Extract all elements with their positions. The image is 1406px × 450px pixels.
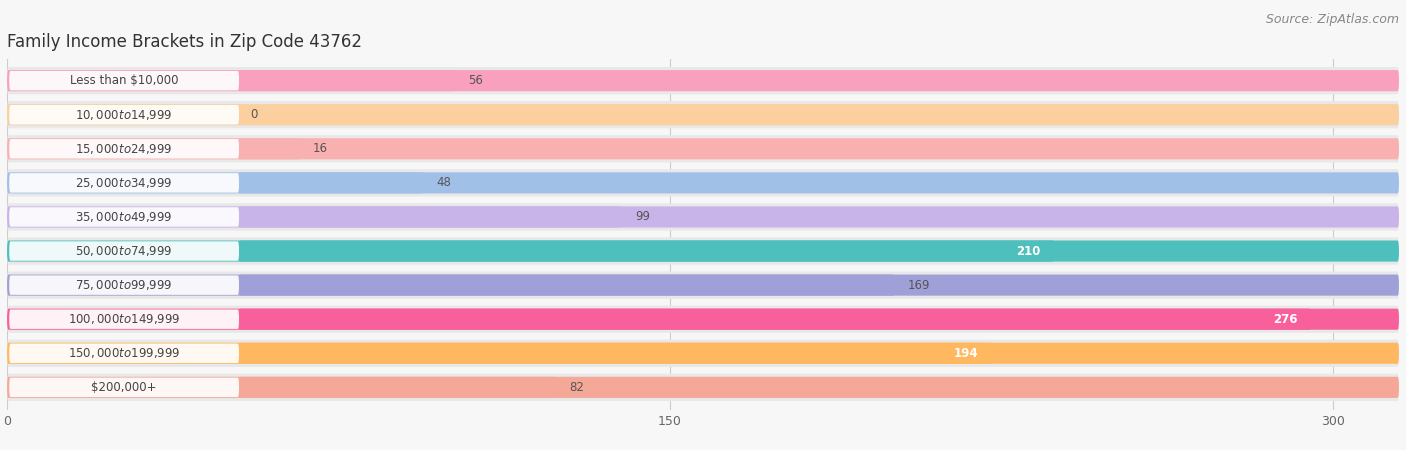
Text: Less than $10,000: Less than $10,000 xyxy=(70,74,179,87)
FancyBboxPatch shape xyxy=(239,309,1310,330)
Text: 99: 99 xyxy=(636,211,650,224)
Text: $100,000 to $149,999: $100,000 to $149,999 xyxy=(67,312,180,326)
FancyBboxPatch shape xyxy=(10,378,239,397)
FancyBboxPatch shape xyxy=(7,169,1399,197)
FancyBboxPatch shape xyxy=(7,207,1399,228)
FancyBboxPatch shape xyxy=(7,306,1399,333)
Text: 194: 194 xyxy=(953,347,979,360)
Text: 48: 48 xyxy=(437,176,451,189)
Text: 82: 82 xyxy=(569,381,583,394)
Text: $200,000+: $200,000+ xyxy=(91,381,157,394)
Text: 56: 56 xyxy=(468,74,482,87)
FancyBboxPatch shape xyxy=(7,343,1399,364)
Text: $75,000 to $99,999: $75,000 to $99,999 xyxy=(76,278,173,292)
Text: 276: 276 xyxy=(1272,313,1298,326)
FancyBboxPatch shape xyxy=(10,139,239,158)
FancyBboxPatch shape xyxy=(7,138,1399,159)
FancyBboxPatch shape xyxy=(7,70,1399,91)
FancyBboxPatch shape xyxy=(7,271,1399,299)
Text: $15,000 to $24,999: $15,000 to $24,999 xyxy=(76,142,173,156)
FancyBboxPatch shape xyxy=(7,203,1399,230)
Text: 169: 169 xyxy=(907,279,929,292)
FancyBboxPatch shape xyxy=(7,101,1399,128)
FancyBboxPatch shape xyxy=(239,207,621,228)
FancyBboxPatch shape xyxy=(10,241,239,261)
Text: $25,000 to $34,999: $25,000 to $34,999 xyxy=(76,176,173,190)
FancyBboxPatch shape xyxy=(7,274,1399,296)
FancyBboxPatch shape xyxy=(10,310,239,329)
FancyBboxPatch shape xyxy=(7,309,1399,330)
Text: 210: 210 xyxy=(1017,244,1040,257)
FancyBboxPatch shape xyxy=(7,172,1399,194)
FancyBboxPatch shape xyxy=(10,173,239,193)
FancyBboxPatch shape xyxy=(7,240,1399,261)
FancyBboxPatch shape xyxy=(239,240,1054,261)
FancyBboxPatch shape xyxy=(7,135,1399,162)
Text: $10,000 to $14,999: $10,000 to $14,999 xyxy=(76,108,173,122)
FancyBboxPatch shape xyxy=(10,275,239,295)
FancyBboxPatch shape xyxy=(239,70,454,91)
FancyBboxPatch shape xyxy=(10,207,239,227)
Text: 0: 0 xyxy=(250,108,257,121)
FancyBboxPatch shape xyxy=(239,138,299,159)
Text: Family Income Brackets in Zip Code 43762: Family Income Brackets in Zip Code 43762 xyxy=(7,33,361,51)
FancyBboxPatch shape xyxy=(7,67,1399,94)
FancyBboxPatch shape xyxy=(7,374,1399,401)
Text: 16: 16 xyxy=(312,142,328,155)
FancyBboxPatch shape xyxy=(7,377,1399,398)
FancyBboxPatch shape xyxy=(239,172,423,194)
Text: $50,000 to $74,999: $50,000 to $74,999 xyxy=(76,244,173,258)
FancyBboxPatch shape xyxy=(10,105,239,125)
FancyBboxPatch shape xyxy=(239,377,555,398)
Text: $35,000 to $49,999: $35,000 to $49,999 xyxy=(76,210,173,224)
FancyBboxPatch shape xyxy=(7,104,1399,125)
Text: Source: ZipAtlas.com: Source: ZipAtlas.com xyxy=(1265,14,1399,27)
FancyBboxPatch shape xyxy=(10,71,239,90)
FancyBboxPatch shape xyxy=(10,343,239,363)
FancyBboxPatch shape xyxy=(239,274,894,296)
Text: $150,000 to $199,999: $150,000 to $199,999 xyxy=(67,346,180,360)
FancyBboxPatch shape xyxy=(7,340,1399,367)
FancyBboxPatch shape xyxy=(7,238,1399,265)
FancyBboxPatch shape xyxy=(239,343,991,364)
